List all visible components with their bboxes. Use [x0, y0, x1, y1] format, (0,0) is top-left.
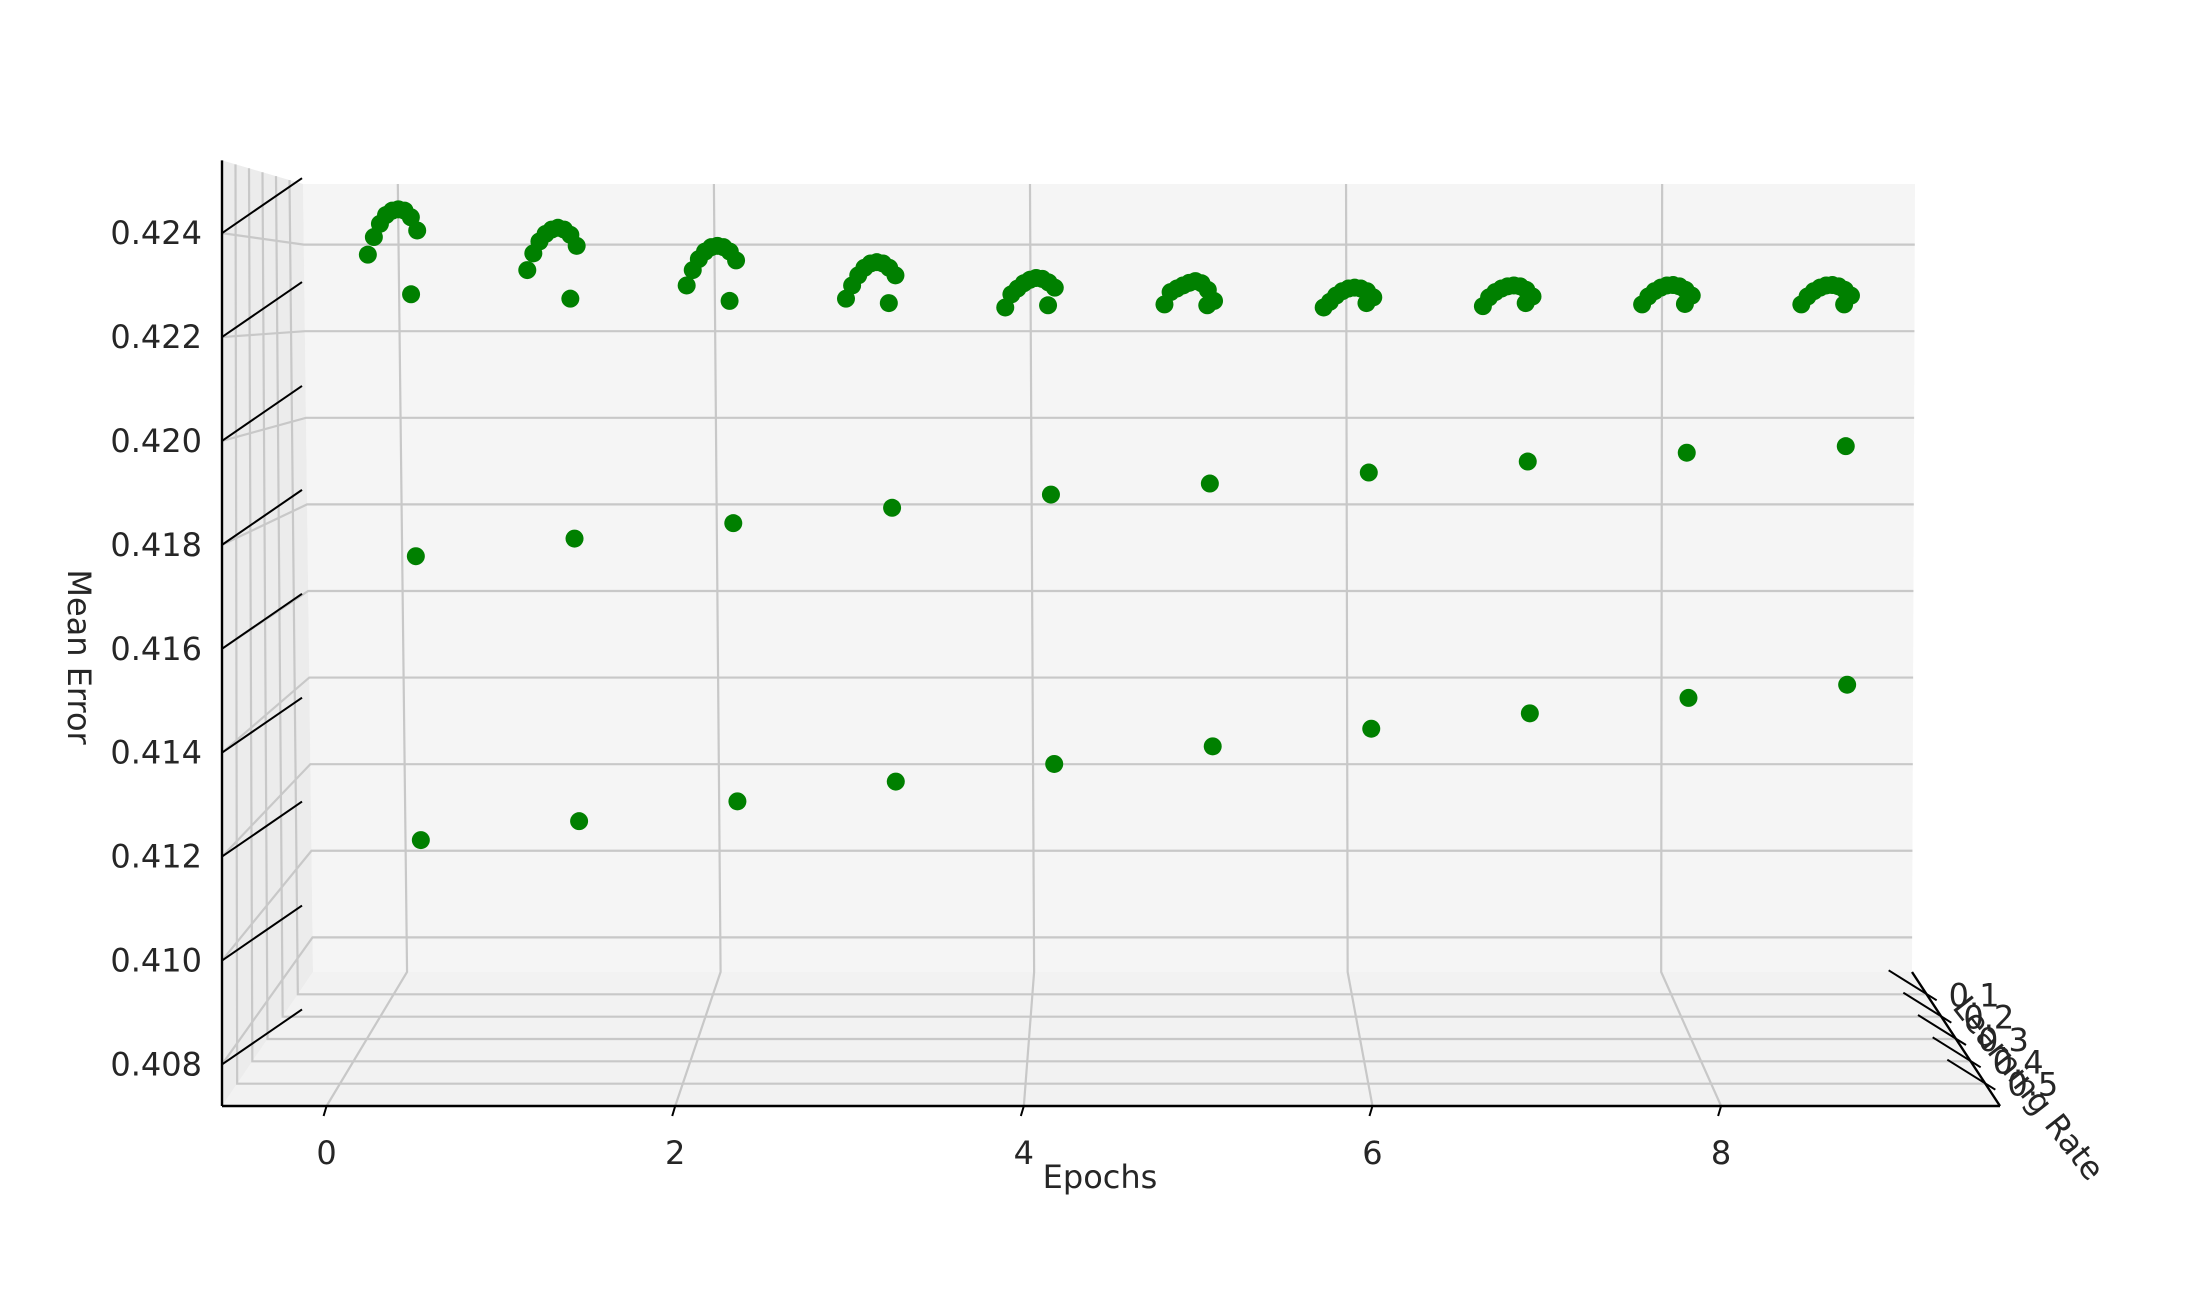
- data-point: [1836, 437, 1855, 456]
- x-tick-mark: [322, 1105, 328, 1117]
- data-point: [402, 285, 421, 304]
- z-tick-label: 0.418: [110, 526, 202, 564]
- data-point: [1045, 278, 1064, 297]
- y-gridline: [247, 168, 1971, 1063]
- z-tick-mark: [221, 281, 303, 338]
- z-tick-mark: [221, 592, 303, 650]
- z-tick-label: 0.414: [110, 734, 202, 772]
- z-tick-label: 0.416: [110, 630, 202, 668]
- z-tick-label: 0.422: [110, 318, 202, 356]
- x-tick-label: 6: [1362, 1134, 1382, 1172]
- data-point: [728, 792, 747, 811]
- y-tick-mark: [1946, 1058, 1996, 1091]
- x-tick-mark: [671, 1105, 677, 1117]
- data-point: [886, 266, 905, 285]
- data-point: [1041, 485, 1060, 504]
- data-point: [570, 812, 589, 831]
- x-tick-mark: [1368, 1105, 1374, 1117]
- data-point: [1677, 443, 1696, 462]
- data-point: [883, 498, 902, 517]
- data-point: [879, 294, 898, 313]
- data-point: [565, 529, 584, 548]
- data-point: [406, 547, 425, 566]
- y-tick-label: 0.4: [1993, 1043, 2044, 1081]
- z-tick-label: 0.408: [110, 1045, 202, 1083]
- data-point: [886, 772, 905, 791]
- z-tick-mark: [221, 489, 303, 546]
- z-tick-label: 0.412: [110, 838, 202, 876]
- x-tick-mark: [1019, 1105, 1025, 1117]
- y-tick-label: 0.5: [2007, 1066, 2058, 1104]
- data-point: [1357, 294, 1376, 313]
- z-tick-label: 0.424: [110, 214, 202, 252]
- data-point: [1203, 737, 1222, 756]
- data-point: [1045, 754, 1064, 773]
- y-tick-label: 0.2: [1963, 999, 2014, 1037]
- x-tick-label: 4: [1014, 1134, 1034, 1172]
- data-point: [1516, 294, 1535, 313]
- y-tick-label: 0.3: [1978, 1021, 2029, 1059]
- back-pane: [303, 184, 1915, 972]
- data-point: [1838, 675, 1857, 694]
- z-tick-mark: [221, 385, 303, 442]
- z-tick-mark: [221, 696, 303, 754]
- y-tick-label: 0.1: [1949, 976, 2000, 1014]
- data-points: [358, 200, 1860, 850]
- z-tick-mark: [221, 800, 303, 858]
- z-tick-label: 0.420: [110, 422, 202, 460]
- data-point: [1518, 452, 1537, 471]
- z-tick-mark: [221, 177, 303, 234]
- axis-panes: [222, 160, 2000, 1106]
- data-point: [1675, 294, 1694, 313]
- z-tick-label: 0.410: [110, 942, 202, 980]
- z-tick-mark: [221, 1008, 303, 1066]
- data-point: [1039, 296, 1058, 315]
- y-tick-mark: [1917, 1014, 1967, 1046]
- data-point: [724, 514, 743, 533]
- y-gridline: [234, 164, 1986, 1085]
- data-point: [1835, 295, 1854, 314]
- x-tick-mark: [1717, 1105, 1723, 1117]
- y-gridline: [274, 176, 1942, 1018]
- y-gridline: [288, 180, 1927, 996]
- data-point: [1198, 296, 1217, 315]
- data-point: [677, 276, 696, 295]
- data-point: [408, 221, 427, 240]
- grid-lines: [221, 164, 1986, 1107]
- z-axis-title: Mean Error: [60, 569, 98, 745]
- z-tick-mark: [221, 904, 303, 962]
- side-pane: [222, 160, 313, 1106]
- data-point: [567, 236, 586, 255]
- data-point: [1520, 704, 1539, 723]
- x-tick-label: 2: [665, 1134, 685, 1172]
- data-point: [1200, 474, 1219, 493]
- y-tick-mark: [1932, 1036, 1982, 1069]
- data-point: [1362, 719, 1381, 738]
- x-axis-title: Epochs: [1043, 1158, 1158, 1196]
- data-point: [1359, 463, 1378, 482]
- y-gridline: [261, 172, 1956, 1041]
- y-tick-mark: [1902, 991, 1952, 1024]
- y-tick-mark: [1888, 969, 1938, 1002]
- data-point: [727, 251, 746, 270]
- x-tick-label: 0: [316, 1134, 336, 1172]
- data-point: [411, 831, 430, 850]
- data-point: [358, 245, 377, 264]
- tick-labels: 0 2 4 6 8 0.408 0.410 0.412 0.414 0.416 0.418 0.420…: [110, 177, 2058, 1172]
- data-point: [720, 291, 739, 310]
- data-point: [561, 289, 580, 308]
- x-tick-label: 8: [1711, 1134, 1731, 1172]
- data-point: [1679, 688, 1698, 707]
- data-point: [518, 261, 537, 280]
